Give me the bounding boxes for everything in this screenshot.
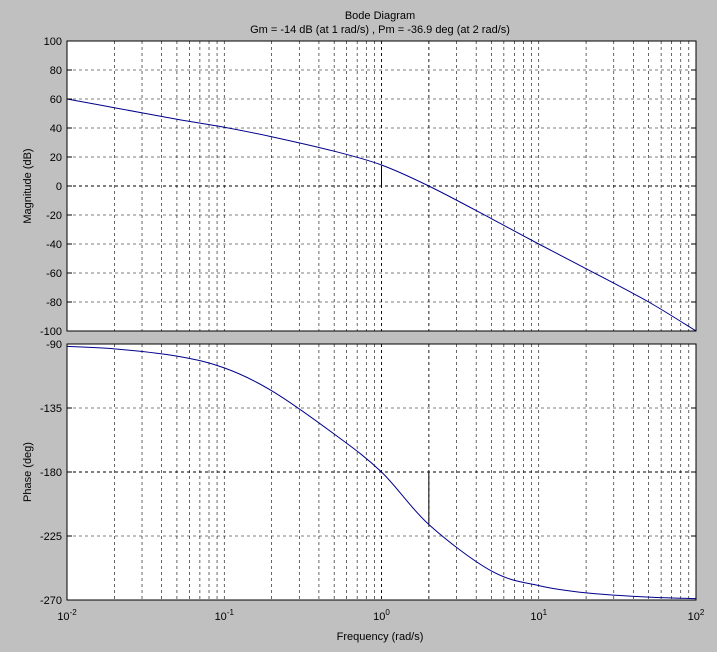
magnitude-y-tick-label: -20 bbox=[46, 210, 62, 222]
magnitude-y-tick-label: 20 bbox=[50, 152, 62, 164]
phase-y-tick-label: -180 bbox=[40, 467, 62, 479]
phase-y-tick-label: -270 bbox=[40, 595, 62, 607]
phase-y-tick-labels: -270 -225 -180 -135 -90 bbox=[40, 339, 696, 607]
x-tick-labels: 10-2 10-1 100 101 102 bbox=[57, 608, 705, 623]
magnitude-curve bbox=[66, 98, 697, 332]
x-tick-label: 10-2 bbox=[57, 608, 77, 623]
magnitude-y-tick-label: -40 bbox=[46, 239, 62, 251]
magnitude-y-tick-label: -80 bbox=[46, 297, 62, 309]
phase-curve bbox=[66, 345, 697, 600]
phase-y-tick-label: -135 bbox=[40, 403, 62, 415]
chart-subtitle: Gm = -14 dB (at 1 rad/s) , Pm = -36.9 de… bbox=[250, 24, 510, 36]
magnitude-y-tick-label: 40 bbox=[50, 123, 62, 135]
phase-y-tick-label: -90 bbox=[46, 339, 62, 351]
phase-y-tick-label: -225 bbox=[40, 531, 62, 543]
phase-ylabel: Phase (deg) bbox=[22, 442, 34, 502]
x-tick-label: 10-1 bbox=[215, 608, 235, 623]
magnitude-y-tick-labels: -100 -80 -60 -40 -20 0 20 40 60 80 100 bbox=[40, 36, 696, 338]
x-tick-label: 102 bbox=[688, 608, 705, 623]
magnitude-y-tick-label: 0 bbox=[56, 181, 62, 193]
x-tick-label: 100 bbox=[373, 608, 390, 623]
magnitude-y-tick-label: -60 bbox=[46, 268, 62, 280]
x-axis-label: Frequency (rad/s) bbox=[337, 631, 424, 643]
chart-title: Bode Diagram bbox=[345, 10, 415, 22]
magnitude-ylabel: Magnitude (dB) bbox=[22, 148, 34, 223]
magnitude-y-tick-label: 60 bbox=[50, 94, 62, 106]
magnitude-y-tick-label: -100 bbox=[40, 326, 62, 338]
x-tick-label: 101 bbox=[530, 608, 547, 623]
magnitude-y-tick-label: 80 bbox=[50, 65, 62, 77]
magnitude-y-tick-label: 100 bbox=[44, 36, 62, 48]
